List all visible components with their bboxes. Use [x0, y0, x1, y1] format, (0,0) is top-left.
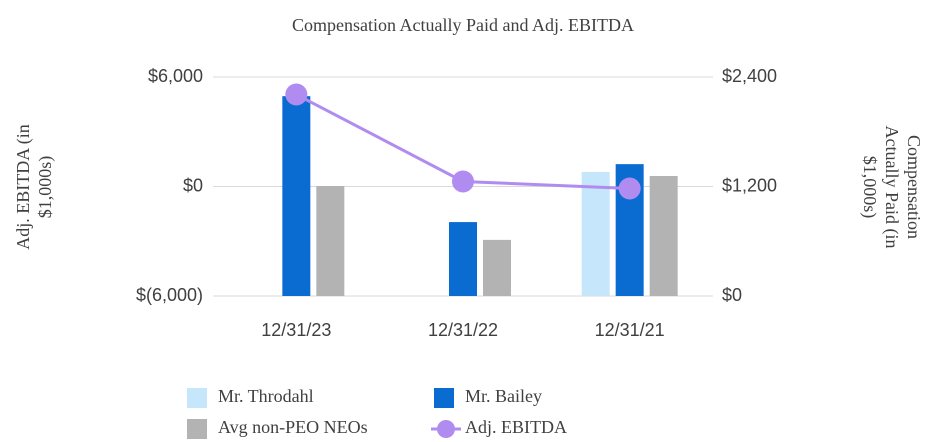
legend-swatch [434, 388, 454, 408]
bar [449, 222, 477, 296]
bar [649, 176, 678, 296]
legend-label: Adj. EBITDA [465, 417, 567, 437]
legend-swatch [187, 388, 207, 408]
line-marker [618, 177, 641, 200]
bar [316, 186, 345, 296]
x-tick-label: 12/31/21 [595, 320, 665, 340]
y2-tick-label: $1,200 [722, 175, 777, 195]
bar [581, 171, 610, 296]
chart-title: Compensation Actually Paid and Adj. EBIT… [292, 15, 634, 35]
bar [483, 239, 511, 296]
x-tick-label: 12/31/23 [261, 320, 331, 340]
y2-axis-title: Compensation [904, 135, 924, 239]
legend-label: Mr. Bailey [465, 386, 542, 406]
y-tick-label: $6,000 [148, 66, 203, 86]
y2-tick-label: $2,400 [722, 66, 777, 86]
y2-tick-label: $0 [722, 285, 742, 305]
y2-axis-title: Actually Paid (in [881, 126, 902, 249]
y-tick-label: $(6,000) [136, 285, 203, 305]
line-marker [285, 83, 308, 106]
x-tick-label: 12/31/22 [428, 320, 498, 340]
bar [282, 96, 311, 296]
y2-axis-title: $1,000s) [859, 156, 880, 219]
y-axis-title: $1,000s) [35, 156, 56, 219]
legend-label: Mr. Throdahl [218, 386, 314, 406]
line-marker [452, 170, 474, 193]
y-axis-title: Adj. EBITDA (in [13, 124, 34, 250]
y-tick-label: $0 [183, 175, 203, 195]
legend-swatch [187, 419, 207, 439]
legend-marker [437, 420, 455, 438]
legend-label: Avg non-PEO NEOs [218, 417, 368, 437]
